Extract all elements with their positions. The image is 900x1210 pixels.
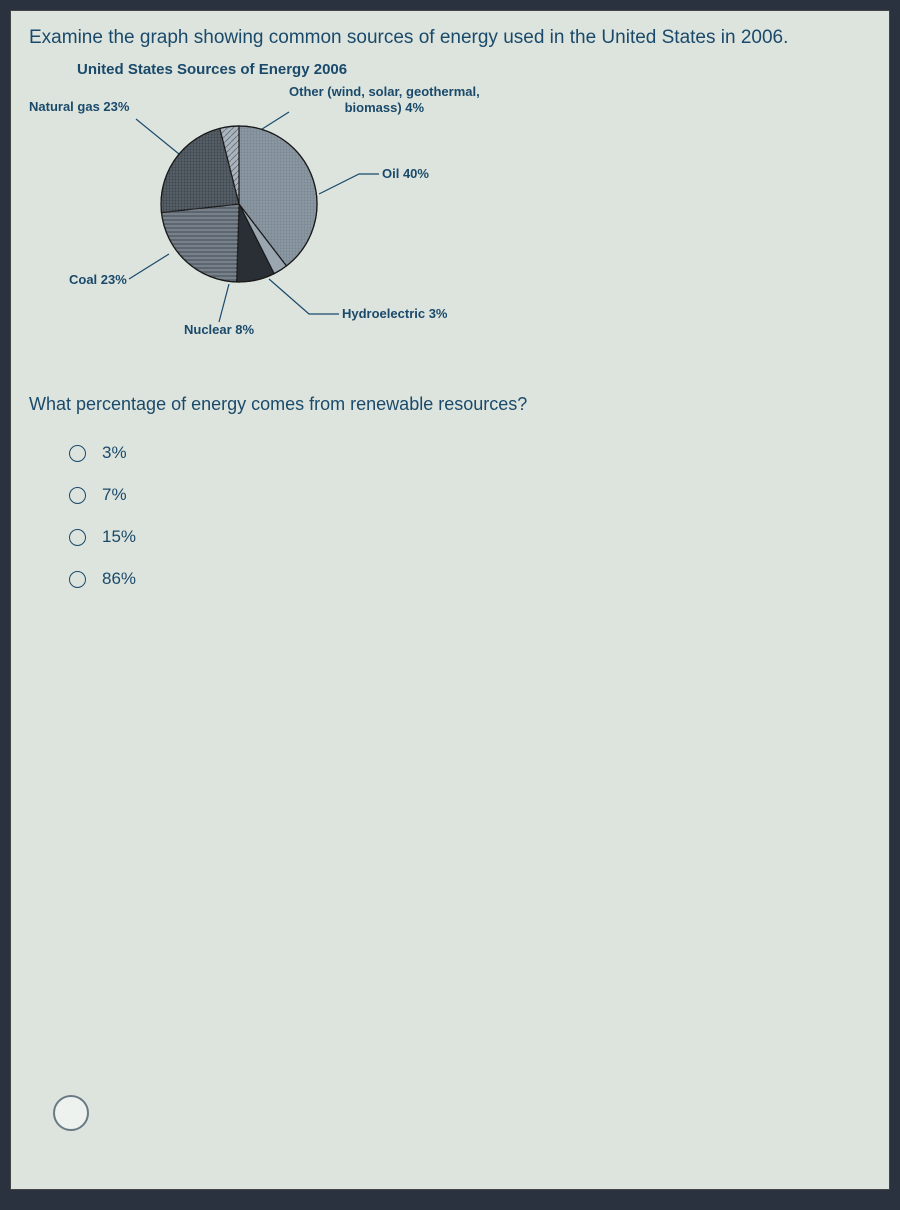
option-15pct[interactable]: 15%: [69, 527, 871, 547]
chart-title: United States Sources of Energy 2006: [77, 61, 871, 78]
option-86pct[interactable]: 86%: [69, 569, 871, 589]
option-7pct[interactable]: 7%: [69, 485, 871, 505]
quiz-screen: Examine the graph showing common sources…: [10, 10, 890, 1190]
answer-options: 3% 7% 15% 86%: [69, 443, 871, 589]
option-label: 3%: [102, 443, 127, 463]
label-other: Other (wind, solar, geothermal, biomass)…: [289, 84, 480, 115]
record-button[interactable]: [53, 1095, 89, 1131]
label-hydro: Hydroelectric 3%: [342, 306, 448, 321]
label-coal: Coal 23%: [69, 272, 127, 287]
pie-svg: [159, 124, 319, 284]
option-3pct[interactable]: 3%: [69, 443, 871, 463]
radio-icon: [69, 445, 86, 462]
label-nuclear: Nuclear 8%: [184, 322, 254, 337]
radio-icon: [69, 571, 86, 588]
radio-icon: [69, 529, 86, 546]
option-label: 7%: [102, 485, 127, 505]
question-prompt: Examine the graph showing common sources…: [29, 27, 871, 49]
radio-icon: [69, 487, 86, 504]
label-naturalgas: Natural gas 23%: [29, 99, 129, 114]
label-oil: Oil 40%: [382, 166, 429, 181]
question-text: What percentage of energy comes from ren…: [29, 394, 871, 415]
pie-chart: Natural gas 23% Other (wind, solar, geot…: [29, 84, 589, 384]
option-label: 15%: [102, 527, 136, 547]
option-label: 86%: [102, 569, 136, 589]
